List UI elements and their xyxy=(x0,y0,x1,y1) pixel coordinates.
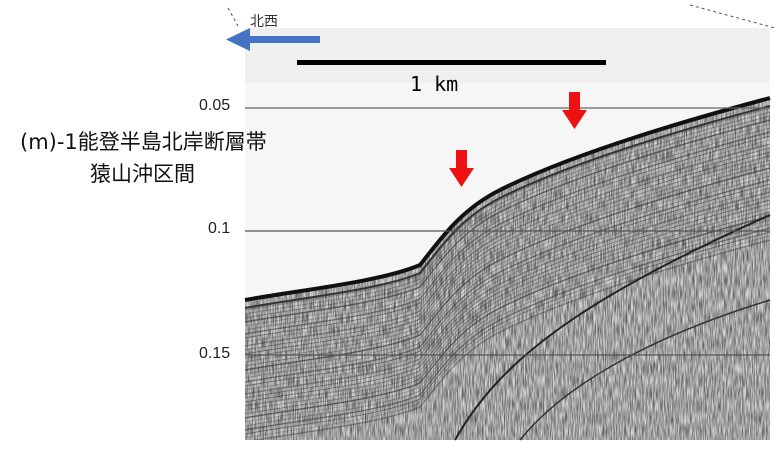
reflector-layer xyxy=(245,159,770,363)
figure-title-line1: (m)-1能登半島北岸断層帯 xyxy=(20,130,267,154)
reflector-layer xyxy=(245,231,770,435)
reflector-layer xyxy=(245,207,770,411)
reflector-layer xyxy=(245,151,770,355)
reflector-layer xyxy=(245,211,770,415)
arrow-down-icon xyxy=(562,92,587,129)
deep-reflector-1 xyxy=(454,214,771,441)
reflector-layer xyxy=(245,147,770,351)
reflector-layer xyxy=(245,219,770,423)
reflector-layer xyxy=(245,143,770,347)
reflector-layer xyxy=(245,195,770,399)
reflector-layer xyxy=(245,223,770,427)
reflector-layer xyxy=(245,199,770,403)
seafloor-reflector-2 xyxy=(244,105,771,309)
frame-dash-right xyxy=(689,4,776,29)
reflector-layer xyxy=(245,135,770,339)
reflector-layer xyxy=(245,239,770,440)
scale-bar xyxy=(297,60,606,65)
frame-dash-left xyxy=(227,7,239,27)
reflector-layer xyxy=(245,115,770,319)
figure-title-line2: 猿山沖区間 xyxy=(90,162,195,186)
reflector-layer xyxy=(245,119,770,323)
reflector-layer xyxy=(245,163,770,367)
reflector-layer xyxy=(245,139,770,343)
scale-bar-label: 1 km xyxy=(410,72,459,96)
reflector-layer xyxy=(245,175,770,379)
reflector-layer xyxy=(245,131,770,335)
arrow-left-icon xyxy=(226,28,320,51)
depth-tick-0.1: 0.1 xyxy=(208,220,231,237)
depth-tick-0.05: 0.05 xyxy=(199,97,231,114)
deep-reflector-2 xyxy=(519,299,771,441)
reflector-layer xyxy=(245,235,770,439)
reflector-layer xyxy=(245,179,770,383)
reflector-layer xyxy=(245,215,770,419)
depth-tick-0.15: 0.15 xyxy=(199,345,231,362)
reflector-layer xyxy=(245,171,770,375)
reflector-layer xyxy=(245,123,770,327)
seafloor-reflector xyxy=(244,96,771,302)
reflector-layer xyxy=(245,183,770,387)
reflector-layer xyxy=(245,111,770,315)
direction-label: 北西 xyxy=(250,14,278,30)
reflector-layer xyxy=(245,187,770,391)
reflector-layer xyxy=(245,203,770,407)
reflector-layer xyxy=(245,127,770,331)
reflector-layer xyxy=(245,227,770,431)
reflector-layer xyxy=(245,155,770,359)
reflector-layer xyxy=(245,107,770,311)
arrow-down-icon xyxy=(449,150,474,187)
